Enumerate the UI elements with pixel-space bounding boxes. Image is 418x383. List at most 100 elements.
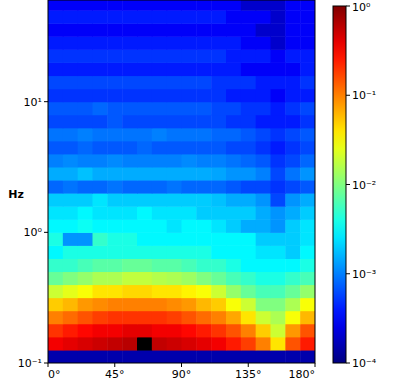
cell	[226, 232, 241, 246]
cell	[226, 258, 241, 272]
cell	[63, 337, 78, 351]
cell	[285, 102, 300, 116]
cell	[182, 272, 197, 286]
cell	[300, 23, 315, 37]
cell	[241, 311, 256, 325]
cell	[48, 154, 63, 168]
cell	[78, 298, 93, 312]
cell	[226, 337, 241, 351]
cell	[241, 193, 256, 207]
cell	[107, 128, 122, 142]
cell	[122, 350, 137, 363]
cell	[256, 258, 271, 272]
cell	[226, 154, 241, 168]
cell	[256, 0, 271, 11]
cell	[107, 311, 122, 325]
cell	[182, 337, 197, 351]
colorbar-tick	[346, 184, 350, 185]
x-tick	[181, 363, 182, 367]
cell	[93, 23, 108, 37]
cell	[93, 245, 108, 259]
cell	[226, 89, 241, 103]
cell	[107, 258, 122, 272]
cell	[256, 10, 271, 24]
cell	[196, 154, 211, 168]
cell	[48, 324, 63, 338]
cell	[211, 311, 226, 325]
cell	[122, 141, 137, 155]
cell	[300, 232, 315, 246]
cell	[241, 36, 256, 50]
cell	[226, 219, 241, 233]
cell	[211, 128, 226, 142]
cell	[226, 10, 241, 24]
cell	[107, 141, 122, 155]
cell	[285, 36, 300, 50]
cell	[152, 272, 167, 286]
cell	[93, 10, 108, 24]
cell	[226, 193, 241, 207]
cell	[211, 154, 226, 168]
cell	[300, 245, 315, 259]
cell	[300, 219, 315, 233]
cell	[256, 337, 271, 351]
cell	[300, 49, 315, 63]
cell	[107, 350, 122, 363]
cell	[256, 324, 271, 338]
cell	[196, 23, 211, 37]
cell	[167, 311, 182, 325]
cell	[107, 219, 122, 233]
cell	[285, 298, 300, 312]
cell	[285, 115, 300, 129]
cell	[78, 0, 93, 11]
cell	[107, 76, 122, 90]
cell	[226, 49, 241, 63]
cell	[271, 10, 286, 24]
cell	[241, 232, 256, 246]
cell	[48, 337, 63, 351]
cell	[107, 167, 122, 181]
cell	[300, 337, 315, 351]
cell	[271, 128, 286, 142]
cell	[107, 115, 122, 129]
cell	[48, 285, 63, 299]
cell	[152, 206, 167, 220]
cell	[271, 102, 286, 116]
cell	[196, 219, 211, 233]
cell	[152, 10, 167, 24]
cell	[256, 180, 271, 194]
cell	[93, 180, 108, 194]
cell	[78, 23, 93, 37]
cell	[271, 324, 286, 338]
cell	[152, 167, 167, 181]
cell	[226, 245, 241, 259]
cell	[78, 206, 93, 220]
cell	[196, 245, 211, 259]
cell	[300, 167, 315, 181]
cell	[167, 102, 182, 116]
cell	[271, 23, 286, 37]
cell	[122, 49, 137, 63]
cell	[152, 62, 167, 76]
cell	[271, 206, 286, 220]
cell	[241, 180, 256, 194]
cell	[137, 0, 152, 11]
cell	[285, 154, 300, 168]
cell	[93, 324, 108, 338]
cell	[256, 62, 271, 76]
cell	[241, 62, 256, 76]
cell	[271, 0, 286, 11]
cell	[196, 62, 211, 76]
cell	[152, 0, 167, 11]
cell	[78, 167, 93, 181]
cell	[137, 128, 152, 142]
cell	[226, 350, 241, 363]
cell	[211, 298, 226, 312]
cell	[78, 141, 93, 155]
cell	[285, 324, 300, 338]
cell	[241, 245, 256, 259]
cell	[137, 115, 152, 129]
cell	[182, 141, 197, 155]
cell	[226, 298, 241, 312]
cell	[300, 36, 315, 50]
